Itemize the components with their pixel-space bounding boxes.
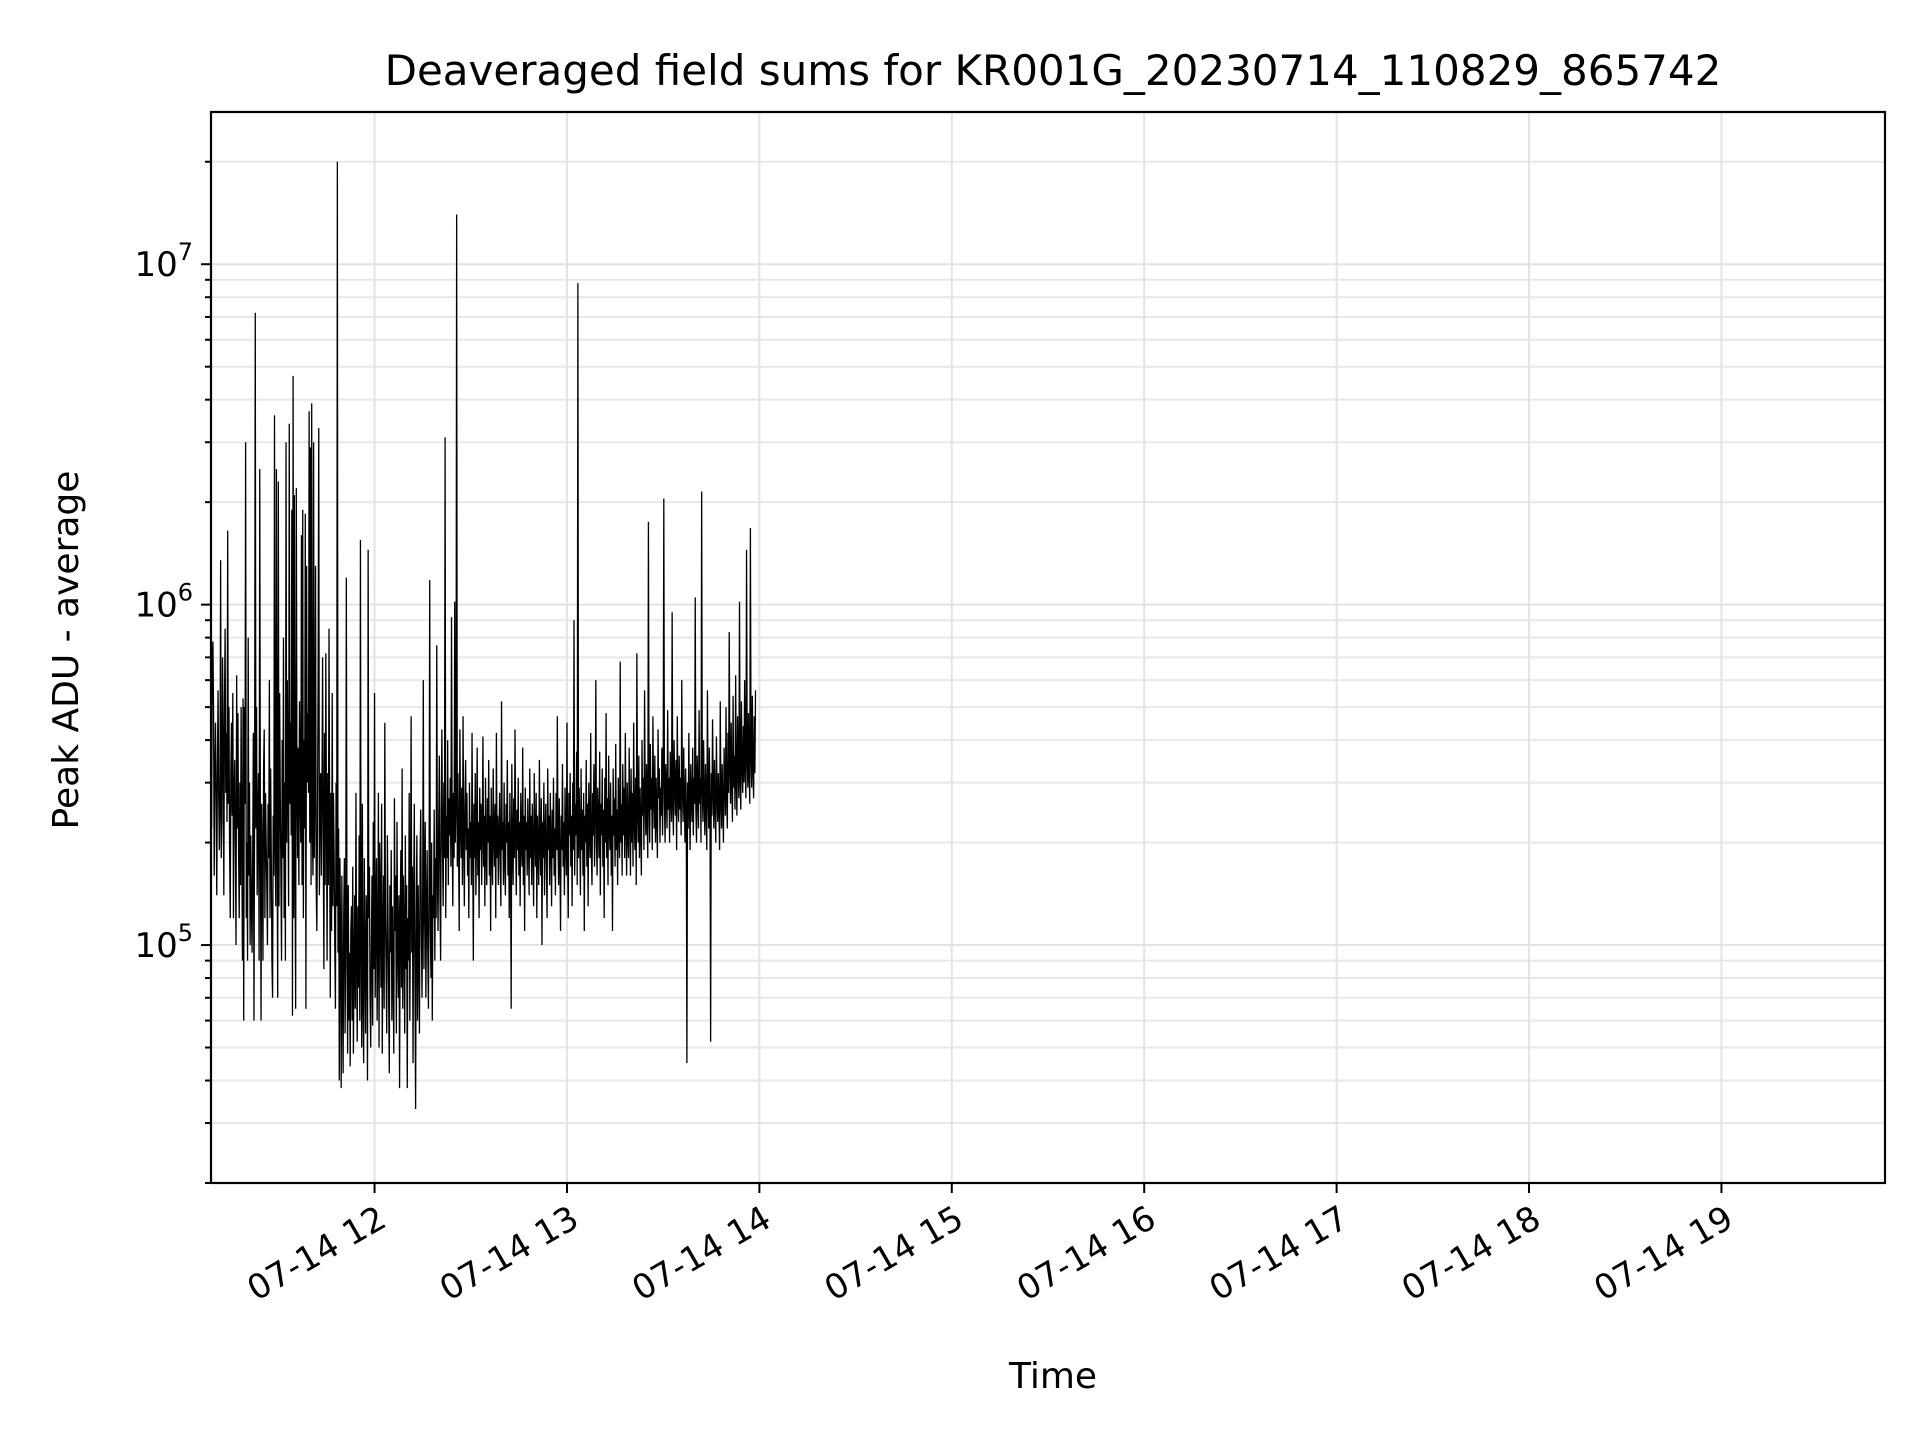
y-tick-label: 107 [134, 238, 193, 285]
x-axis-label: Time [1008, 1356, 1097, 1397]
plot-frame [209, 110, 1887, 1185]
grid [211, 112, 1885, 1184]
y-tick-label: 105 [134, 919, 193, 966]
y-tick-label-exponent: 5 [178, 919, 193, 947]
y-tick-label-base: 10 [134, 245, 177, 285]
series-line [210, 161, 757, 1109]
chart-title: Deaveraged field sums for KR001G_2023071… [385, 46, 1722, 95]
y-tick-label-exponent: 7 [178, 238, 193, 266]
y-tick-label-exponent: 6 [178, 579, 193, 607]
y-tick-label-base: 10 [134, 926, 177, 966]
series-layer [210, 161, 757, 1109]
y-axis-label: Peak ADU - average [46, 471, 87, 830]
y-tick-label-base: 10 [134, 586, 177, 626]
y-tick-label: 106 [134, 579, 193, 626]
